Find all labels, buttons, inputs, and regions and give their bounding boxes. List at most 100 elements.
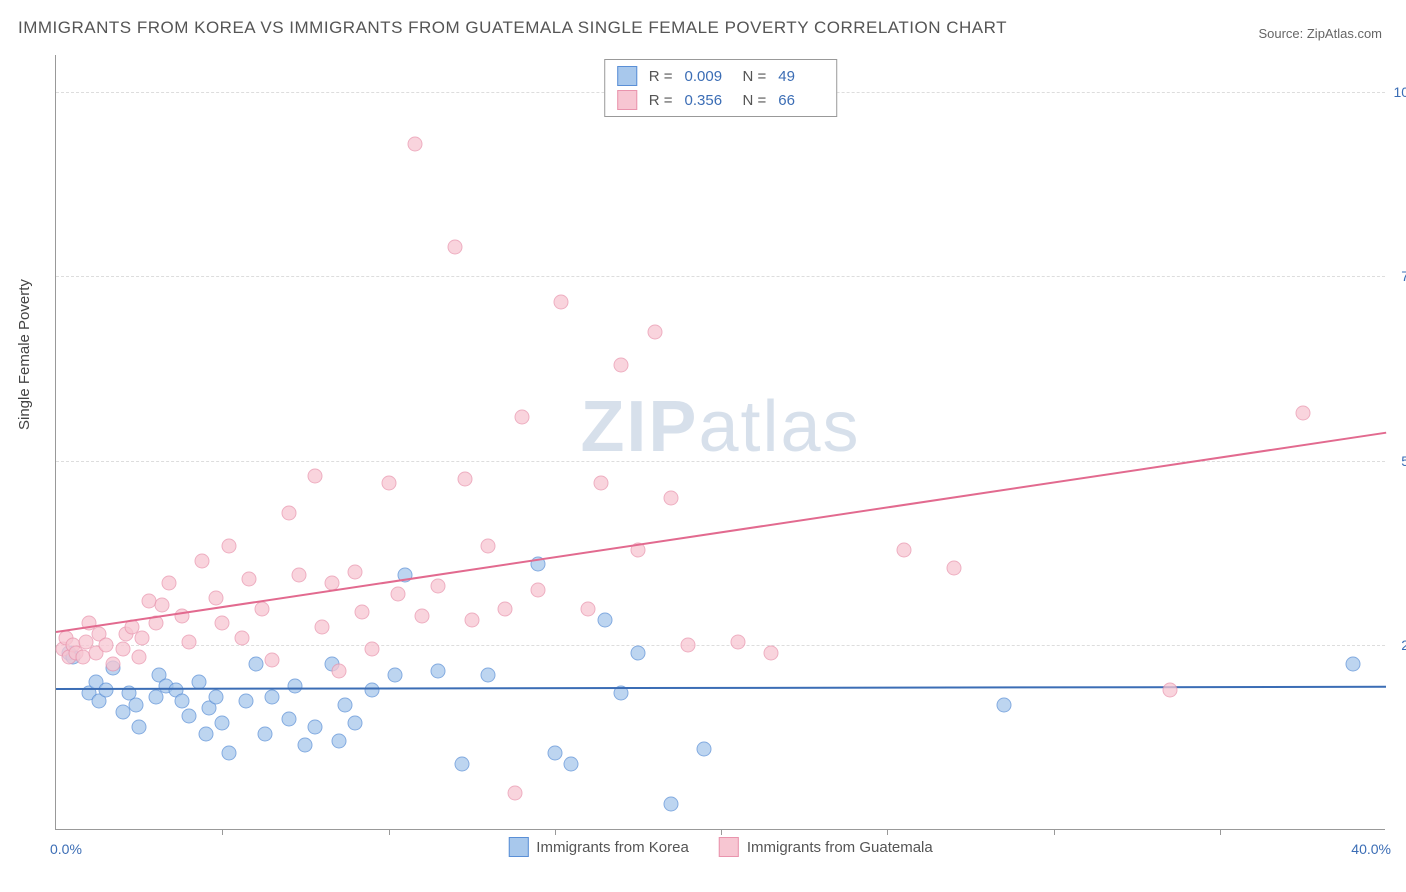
scatter-point bbox=[464, 612, 479, 627]
scatter-point bbox=[308, 719, 323, 734]
scatter-point bbox=[364, 642, 379, 657]
x-tick bbox=[389, 829, 390, 835]
scatter-point bbox=[431, 579, 446, 594]
scatter-point bbox=[354, 605, 369, 620]
watermark-light: atlas bbox=[698, 387, 860, 467]
scatter-point bbox=[348, 715, 363, 730]
plot-area: ZIPatlas R = 0.009 N = 49 R = 0.356 N = … bbox=[55, 55, 1385, 830]
scatter-point bbox=[996, 697, 1011, 712]
scatter-point bbox=[664, 797, 679, 812]
scatter-point bbox=[132, 719, 147, 734]
scatter-point bbox=[221, 538, 236, 553]
scatter-point bbox=[564, 756, 579, 771]
scatter-point bbox=[331, 664, 346, 679]
scatter-point bbox=[763, 645, 778, 660]
scatter-point bbox=[481, 668, 496, 683]
scatter-point bbox=[288, 679, 303, 694]
scatter-point bbox=[258, 727, 273, 742]
scatter-point bbox=[481, 538, 496, 553]
watermark-bold: ZIP bbox=[580, 387, 698, 467]
scatter-point bbox=[235, 631, 250, 646]
scatter-point bbox=[238, 693, 253, 708]
r-value-guatemala: 0.356 bbox=[685, 92, 731, 109]
scatter-point bbox=[331, 734, 346, 749]
series-legend: Immigrants from Korea Immigrants from Gu… bbox=[508, 837, 932, 857]
scatter-point bbox=[597, 612, 612, 627]
scatter-point bbox=[248, 656, 263, 671]
source-attribution: Source: ZipAtlas.com bbox=[1258, 26, 1382, 41]
scatter-point bbox=[1162, 682, 1177, 697]
watermark: ZIPatlas bbox=[580, 386, 860, 468]
scatter-point bbox=[195, 553, 210, 568]
legend-item-guatemala: Immigrants from Guatemala bbox=[719, 837, 933, 857]
scatter-point bbox=[135, 631, 150, 646]
y-axis-title: Single Female Poverty bbox=[16, 279, 33, 430]
scatter-point bbox=[680, 638, 695, 653]
swatch-guatemala-icon bbox=[719, 837, 739, 857]
x-max-label: 40.0% bbox=[1351, 841, 1391, 857]
y-tick-label: 50.0% bbox=[1391, 453, 1406, 469]
r-value-korea: 0.009 bbox=[685, 68, 731, 85]
scatter-point bbox=[497, 601, 512, 616]
x-tick bbox=[1220, 829, 1221, 835]
scatter-point bbox=[1345, 656, 1360, 671]
swatch-korea-icon bbox=[508, 837, 528, 857]
chart-title: IMMIGRANTS FROM KOREA VS IMMIGRANTS FROM… bbox=[18, 18, 1007, 38]
stats-row-korea: R = 0.009 N = 49 bbox=[617, 64, 825, 88]
scatter-point bbox=[98, 638, 113, 653]
scatter-point bbox=[132, 649, 147, 664]
scatter-point bbox=[198, 727, 213, 742]
n-value-korea: 49 bbox=[778, 68, 824, 85]
x-tick bbox=[721, 829, 722, 835]
scatter-point bbox=[408, 136, 423, 151]
x-tick bbox=[222, 829, 223, 835]
scatter-point bbox=[896, 542, 911, 557]
scatter-point bbox=[241, 572, 256, 587]
scatter-point bbox=[1295, 405, 1310, 420]
scatter-point bbox=[308, 468, 323, 483]
trendline bbox=[56, 686, 1386, 690]
scatter-point bbox=[531, 583, 546, 598]
scatter-point bbox=[381, 476, 396, 491]
scatter-point bbox=[364, 682, 379, 697]
scatter-point bbox=[414, 608, 429, 623]
scatter-point bbox=[391, 586, 406, 601]
n-label: N = bbox=[743, 68, 767, 85]
scatter-point bbox=[946, 560, 961, 575]
legend-label-korea: Immigrants from Korea bbox=[536, 839, 689, 856]
scatter-point bbox=[215, 715, 230, 730]
scatter-point bbox=[547, 745, 562, 760]
legend-item-korea: Immigrants from Korea bbox=[508, 837, 689, 857]
scatter-point bbox=[298, 738, 313, 753]
scatter-point bbox=[208, 690, 223, 705]
scatter-point bbox=[221, 745, 236, 760]
scatter-point bbox=[554, 295, 569, 310]
scatter-point bbox=[281, 712, 296, 727]
scatter-point bbox=[175, 693, 190, 708]
y-tick-label: 75.0% bbox=[1391, 268, 1406, 284]
scatter-point bbox=[507, 786, 522, 801]
scatter-point bbox=[388, 668, 403, 683]
scatter-point bbox=[697, 741, 712, 756]
grid-line-h bbox=[56, 276, 1385, 277]
scatter-point bbox=[454, 756, 469, 771]
scatter-point bbox=[594, 476, 609, 491]
scatter-point bbox=[255, 601, 270, 616]
legend-label-guatemala: Immigrants from Guatemala bbox=[747, 839, 933, 856]
scatter-point bbox=[664, 490, 679, 505]
stats-row-guatemala: R = 0.356 N = 66 bbox=[617, 88, 825, 112]
scatter-point bbox=[208, 590, 223, 605]
scatter-point bbox=[431, 664, 446, 679]
scatter-point bbox=[281, 505, 296, 520]
scatter-point bbox=[614, 358, 629, 373]
n-label: N = bbox=[743, 92, 767, 109]
scatter-point bbox=[215, 616, 230, 631]
scatter-point bbox=[730, 634, 745, 649]
scatter-point bbox=[514, 409, 529, 424]
scatter-point bbox=[105, 656, 120, 671]
stats-legend: R = 0.009 N = 49 R = 0.356 N = 66 bbox=[604, 59, 838, 117]
grid-line-h bbox=[56, 645, 1385, 646]
scatter-point bbox=[265, 690, 280, 705]
chart-container: IMMIGRANTS FROM KOREA VS IMMIGRANTS FROM… bbox=[0, 0, 1406, 892]
scatter-point bbox=[457, 472, 472, 487]
